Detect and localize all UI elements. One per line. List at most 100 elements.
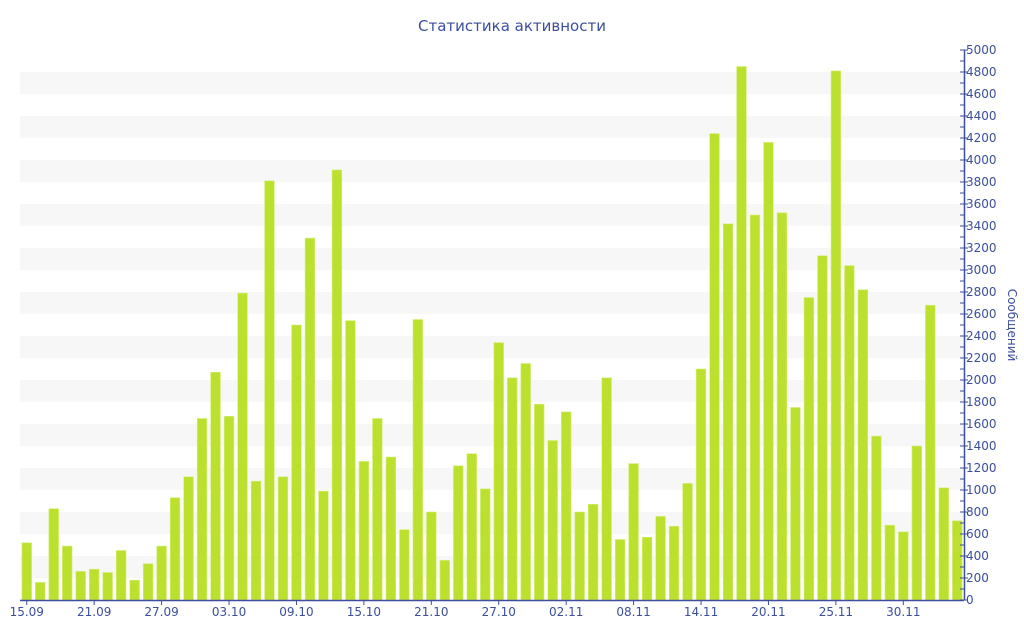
bar: [21, 542, 32, 601]
bar: [952, 520, 963, 601]
bar: [358, 461, 370, 601]
y-tick-label: 2000: [966, 373, 997, 387]
bar: [709, 133, 720, 601]
y-tick-label: 4200: [966, 131, 997, 145]
grid-band: [20, 160, 964, 182]
bar: [318, 490, 329, 601]
x-axis: 15.09 21.09 27.09 03.10 09.10 15.10 21.10 27.10…: [10, 599, 964, 619]
y-tick-label: 400: [966, 549, 989, 563]
x-tick-label: 08.11: [616, 605, 650, 619]
y-tick-label: 4400: [966, 109, 997, 123]
bar: [439, 560, 450, 601]
y-tick-label: 4600: [966, 87, 997, 101]
bar: [574, 511, 585, 601]
bar: [115, 550, 127, 601]
y-tick-label: 800: [966, 505, 989, 519]
bar: [534, 403, 545, 601]
y-tick-label: 1400: [966, 439, 997, 453]
bar: [264, 180, 275, 601]
bar: [911, 445, 922, 601]
bar: [183, 476, 194, 601]
bar: [898, 531, 909, 601]
x-tick-label: 30.11: [886, 605, 920, 619]
y-tick-label: 4000: [966, 153, 997, 167]
bar: [277, 476, 289, 601]
x-tick-label: 15.10: [347, 605, 381, 619]
y-tick-label: 2600: [966, 307, 997, 321]
bar: [871, 435, 882, 601]
bar: [763, 142, 774, 601]
y-tick-label: 4800: [966, 65, 997, 79]
y-tick-label: 3000: [966, 263, 997, 277]
bar: [129, 579, 140, 601]
y-tick-label: 200: [966, 571, 989, 585]
bar: [520, 363, 531, 601]
y-tick-label: 3400: [966, 219, 997, 233]
y-axis-label: Сообщений: [1005, 289, 1019, 362]
bar: [102, 572, 113, 601]
x-tick-label: 20.11: [751, 605, 785, 619]
bar: [749, 214, 761, 601]
y-tick-label: 2200: [966, 351, 997, 365]
bar: [817, 255, 828, 601]
bar: [601, 377, 612, 601]
bar: [196, 418, 208, 601]
bar: [925, 304, 936, 601]
y-tick-label: 1600: [966, 417, 997, 431]
bar: [722, 223, 734, 601]
bar: [466, 453, 477, 601]
bar: [790, 407, 801, 601]
bar: [668, 525, 680, 601]
x-tick-label: 09.10: [279, 605, 313, 619]
x-tick-label: 14.11: [684, 605, 718, 619]
bar: [830, 70, 842, 601]
bar: [587, 503, 599, 601]
grid-band: [20, 116, 964, 138]
bar: [844, 265, 855, 601]
bar: [803, 297, 815, 601]
bar: [884, 524, 895, 601]
y-axis: 0 200 400 600 800 1000 1200 1400 1600 1800 2000 220…: [960, 43, 997, 607]
bar: [736, 66, 747, 601]
bar: [453, 465, 464, 601]
y-tick-label: 1000: [966, 483, 997, 497]
x-tick-label: 27.09: [144, 605, 178, 619]
bar: [857, 289, 869, 601]
bar: [250, 480, 262, 601]
bar: [75, 571, 86, 601]
y-tick-label: 1800: [966, 395, 997, 409]
y-tick-label: 3800: [966, 175, 997, 189]
bar: [561, 411, 572, 601]
chart-title: Статистика активности: [418, 17, 606, 35]
y-tick-label: 0: [966, 593, 974, 607]
x-tick-label: 03.10: [212, 605, 246, 619]
bar: [237, 292, 248, 601]
bar: [614, 539, 626, 601]
x-tick-label: 15.09: [10, 605, 44, 619]
bar: [412, 319, 423, 601]
bar: [493, 342, 504, 601]
bar: [385, 456, 397, 601]
bar: [169, 497, 181, 601]
y-tick-label: 5000: [966, 43, 997, 57]
bar: [223, 415, 235, 601]
bar: [142, 563, 154, 601]
bar: [35, 582, 46, 601]
bar: [210, 371, 221, 601]
bar: [776, 212, 788, 601]
bar: [62, 545, 73, 601]
bar: [938, 487, 949, 601]
y-tick-label: 3600: [966, 197, 997, 211]
bar: [426, 511, 437, 601]
bar: [291, 324, 302, 601]
bar: [372, 418, 383, 601]
bar: [641, 536, 653, 601]
y-tick-label: 600: [966, 527, 989, 541]
bar: [304, 237, 316, 601]
bar: [655, 516, 666, 601]
x-tick-label: 21.10: [414, 605, 448, 619]
x-tick-label: 21.09: [77, 605, 111, 619]
x-tick-label: 02.11: [549, 605, 583, 619]
y-tick-label: 2800: [966, 285, 997, 299]
